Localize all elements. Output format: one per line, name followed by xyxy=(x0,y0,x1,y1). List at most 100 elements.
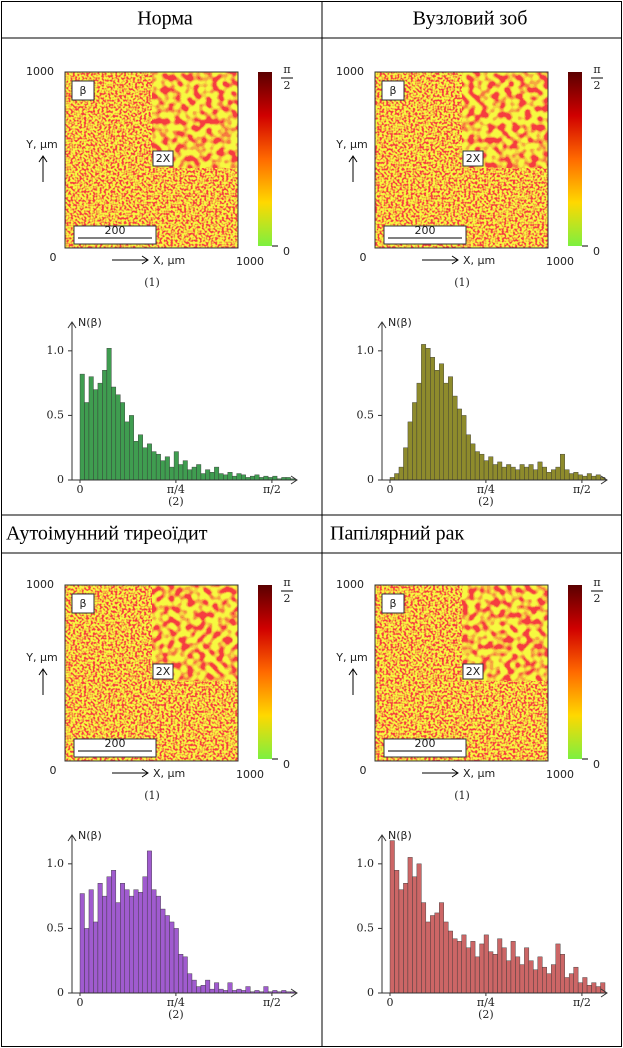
hist-bar xyxy=(568,473,574,481)
hist-bar xyxy=(430,915,435,994)
hist-bar xyxy=(209,988,215,994)
hist-bar xyxy=(461,415,467,481)
hist-bar xyxy=(129,415,134,481)
hist-bar xyxy=(223,474,229,481)
y-axis-label: N(β) xyxy=(78,829,102,842)
hist-bar xyxy=(439,363,444,481)
hist-bar xyxy=(389,840,395,994)
y-tick-label: 0 xyxy=(367,473,374,486)
origin-label: 0 xyxy=(360,764,367,777)
hist-bar xyxy=(254,474,260,481)
y-axis xyxy=(67,834,77,993)
hist-bar xyxy=(263,986,269,994)
x-tick-label: π/2 xyxy=(573,996,591,1009)
hist-bar xyxy=(111,870,117,994)
hist-bar xyxy=(138,434,143,481)
hist-bar xyxy=(595,474,601,481)
colorbar-top-den: 2 xyxy=(594,79,601,92)
hist-bar xyxy=(474,956,480,994)
x-axis xyxy=(382,475,608,485)
x-label: X, μm xyxy=(153,767,185,780)
colorbar-bottom: 0 xyxy=(283,758,290,771)
cell-title: Папілярний рак xyxy=(330,523,464,545)
hist-bar xyxy=(182,460,188,481)
x-max-label: 1000 xyxy=(236,768,264,781)
y-tick-label: 0.5 xyxy=(357,408,375,421)
y-tick-label: 0 xyxy=(57,986,64,999)
x-axis xyxy=(382,988,608,998)
cell-title: Аутоімунний тиреоїдит xyxy=(6,523,208,545)
scale-bar-label: 200 xyxy=(415,737,436,750)
y-axis-label: N(β) xyxy=(78,316,102,329)
hist-bar xyxy=(218,988,224,994)
map-frame xyxy=(374,71,549,249)
hist-bar xyxy=(416,863,422,994)
hist-bar xyxy=(542,966,547,994)
zoom-label: 2X xyxy=(466,665,481,678)
hist-bar xyxy=(133,441,139,481)
hist-bar xyxy=(506,960,512,994)
y-axis xyxy=(67,321,77,480)
x-tick-label: π/4 xyxy=(477,996,495,1009)
colorbar-bottom: 0 xyxy=(283,245,290,258)
y-tick-label: 1.0 xyxy=(357,857,375,870)
symbol-box xyxy=(71,80,95,101)
hist-bar xyxy=(492,954,498,994)
map-frame xyxy=(374,584,549,762)
colorbar-top-num: π xyxy=(283,63,290,76)
hist-bar xyxy=(506,464,512,481)
hist-bar xyxy=(218,473,224,481)
hist-bar xyxy=(591,475,597,481)
origin-label: 0 xyxy=(360,251,367,264)
hist-bar xyxy=(84,928,90,994)
x-tick-label: π/4 xyxy=(167,996,185,1009)
y-label: Y, μm xyxy=(25,651,57,664)
hist-bar xyxy=(111,386,117,481)
hist-bar xyxy=(241,474,246,481)
hist-bar xyxy=(519,464,525,481)
map-symbol: β xyxy=(79,84,86,97)
hist-bar xyxy=(524,466,530,481)
hist-bar xyxy=(434,370,440,481)
zoom-label: 2X xyxy=(466,152,481,165)
hist-bar xyxy=(407,421,413,481)
hist-bar xyxy=(169,466,175,481)
x-label: X, μm xyxy=(153,254,185,267)
hist-bar xyxy=(115,394,121,481)
hist-bar xyxy=(546,973,552,994)
hist-bar xyxy=(582,475,588,481)
hist-bar xyxy=(79,893,85,994)
hist-bar xyxy=(227,472,233,481)
hist-bar xyxy=(214,466,220,481)
hist-bar xyxy=(497,938,503,994)
hist-bar xyxy=(151,889,157,994)
hist-bar xyxy=(200,985,206,994)
x-tick-label: 0 xyxy=(387,996,394,1009)
hist-bar xyxy=(465,947,471,994)
hist-bar xyxy=(546,472,552,481)
hist-bar xyxy=(187,973,193,994)
hist-bar xyxy=(564,977,570,994)
zoom-box xyxy=(152,663,174,680)
y-max-label: 1000 xyxy=(336,578,364,591)
hist-bar xyxy=(515,469,521,481)
x-axis xyxy=(72,475,298,485)
hist-bar xyxy=(124,889,130,994)
hist-bar xyxy=(448,376,453,481)
hist-bar xyxy=(124,421,130,481)
scale-bar-box xyxy=(73,738,157,758)
hist-bar xyxy=(151,451,157,481)
y-label: Y, μm xyxy=(335,138,367,151)
map-frame xyxy=(64,71,239,249)
hist-bar xyxy=(568,973,574,994)
hist-bar xyxy=(510,466,516,481)
y-arrow xyxy=(348,668,358,695)
hist-bar xyxy=(421,902,427,994)
hist-bar xyxy=(164,915,170,994)
hist-bar xyxy=(398,466,404,481)
hist-bar xyxy=(120,402,125,481)
hist-bar xyxy=(555,943,561,994)
x-arrow xyxy=(422,768,459,778)
hist-bar xyxy=(164,456,170,481)
hist-bar xyxy=(133,889,139,994)
